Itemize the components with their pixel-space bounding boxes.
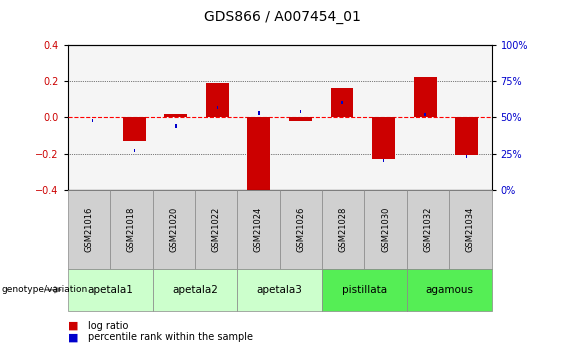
Text: GSM21026: GSM21026 bbox=[297, 207, 305, 252]
Text: ■: ■ bbox=[68, 321, 79, 331]
Text: GSM21016: GSM21016 bbox=[85, 207, 93, 252]
Bar bbox=[123, 117, 146, 141]
Text: apetala1: apetala1 bbox=[87, 285, 133, 295]
Bar bbox=[247, 117, 270, 191]
Bar bbox=[216, 106, 218, 109]
Bar bbox=[299, 110, 301, 113]
Text: pistillata: pistillata bbox=[342, 285, 387, 295]
Bar bbox=[164, 114, 187, 117]
Text: percentile rank within the sample: percentile rank within the sample bbox=[88, 333, 253, 342]
Text: GSM21024: GSM21024 bbox=[254, 207, 263, 252]
Text: GSM21028: GSM21028 bbox=[339, 207, 347, 252]
Bar bbox=[372, 117, 395, 159]
Bar bbox=[258, 111, 260, 115]
Text: GSM21018: GSM21018 bbox=[127, 207, 136, 252]
Text: ■: ■ bbox=[68, 333, 79, 342]
Text: genotype/variation: genotype/variation bbox=[1, 285, 88, 294]
Text: GSM21022: GSM21022 bbox=[212, 207, 220, 252]
Text: GDS866 / A007454_01: GDS866 / A007454_01 bbox=[204, 10, 361, 24]
Bar bbox=[175, 124, 176, 128]
Text: GSM21034: GSM21034 bbox=[466, 207, 475, 252]
Bar bbox=[466, 155, 467, 158]
Bar bbox=[424, 113, 426, 116]
Bar bbox=[414, 77, 437, 117]
Text: agamous: agamous bbox=[425, 285, 473, 295]
Bar bbox=[289, 117, 312, 121]
Text: GSM21030: GSM21030 bbox=[381, 207, 390, 252]
Bar bbox=[331, 88, 354, 117]
Bar bbox=[455, 117, 478, 155]
Text: apetala3: apetala3 bbox=[257, 285, 303, 295]
Bar bbox=[383, 159, 384, 162]
Bar bbox=[92, 119, 93, 122]
Bar bbox=[206, 83, 229, 117]
Text: log ratio: log ratio bbox=[88, 321, 128, 331]
Text: apetala2: apetala2 bbox=[172, 285, 218, 295]
Bar bbox=[341, 101, 343, 105]
Bar bbox=[133, 149, 135, 152]
Text: GSM21020: GSM21020 bbox=[170, 207, 178, 252]
Text: GSM21032: GSM21032 bbox=[424, 207, 432, 252]
